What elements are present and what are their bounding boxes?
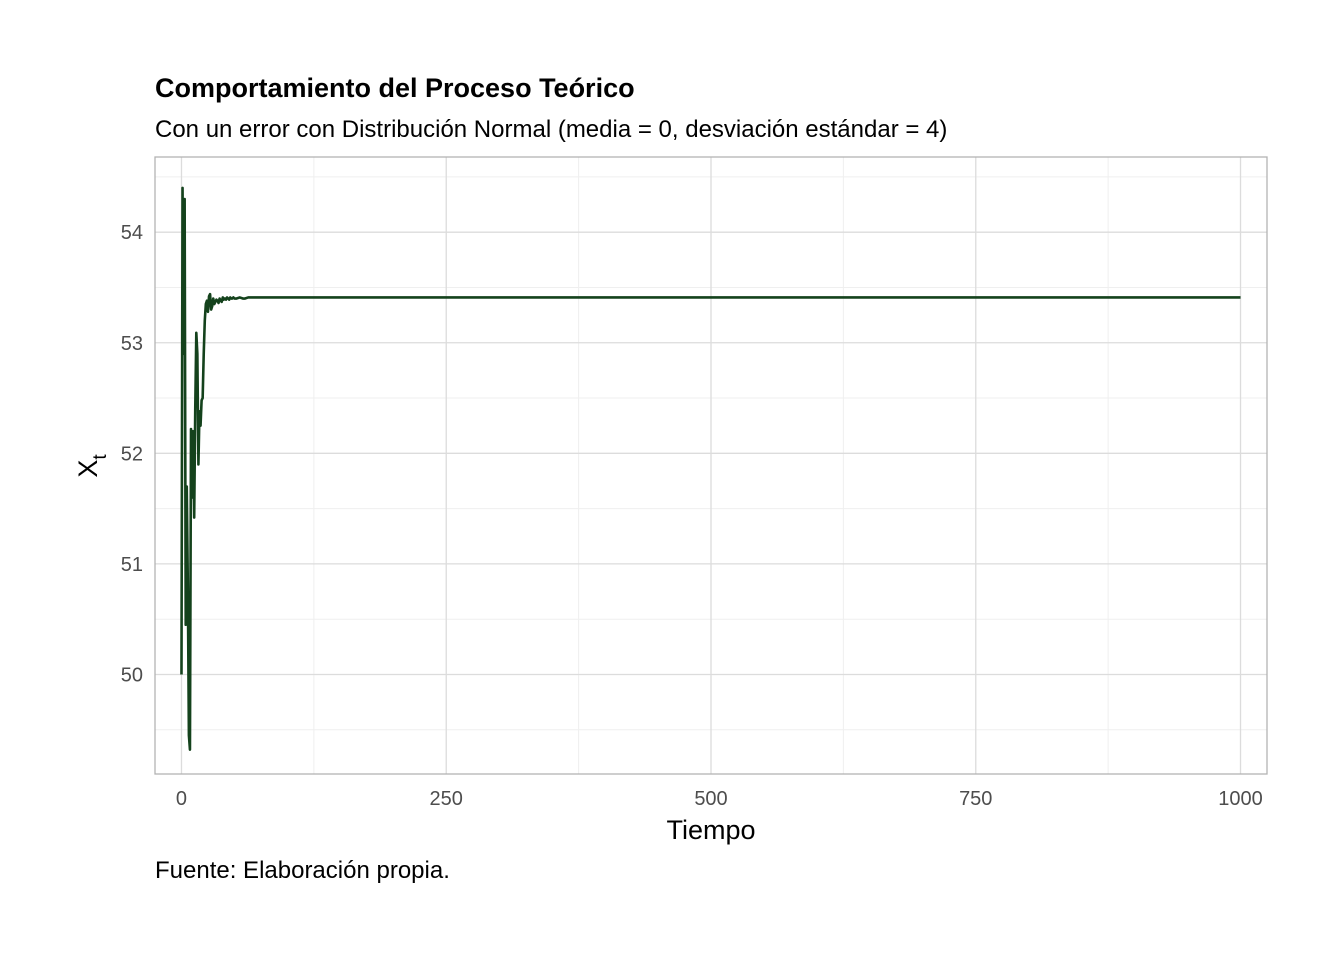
y-tick-label: 50 (121, 664, 143, 686)
x-tick-label: 1000 (1218, 788, 1263, 810)
svg-text:Xt: Xt (73, 454, 111, 478)
series-line (180, 186, 1241, 751)
x-tick-label: 750 (959, 788, 992, 810)
data-series (180, 186, 1241, 751)
chart-title: Comportamiento del Proceso Teórico (155, 73, 635, 103)
x-tick-label: 250 (430, 788, 463, 810)
y-axis-title-main: X (73, 460, 103, 478)
y-axis-title-subscript: t (90, 454, 111, 460)
y-tick-label: 51 (121, 554, 143, 576)
y-axis-ticks: 50 51 52 53 54 (121, 222, 143, 686)
panel-border (154, 156, 1268, 775)
y-tick-label: 54 (121, 222, 143, 244)
chart-caption: Fuente: Elaboración propia. (155, 857, 450, 884)
x-axis-title: Tiempo (666, 815, 755, 845)
y-axis-title: Xt (73, 454, 111, 478)
x-tick-label: 500 (694, 788, 727, 810)
x-tick-label: 0 (176, 788, 187, 810)
chart-subtitle: Con un error con Distribución Normal (me… (155, 116, 947, 143)
x-axis-ticks: 0 250 500 750 1000 (176, 788, 1263, 810)
y-tick-label: 52 (121, 443, 143, 465)
y-tick-label: 53 (121, 333, 143, 355)
grid (155, 157, 1267, 774)
